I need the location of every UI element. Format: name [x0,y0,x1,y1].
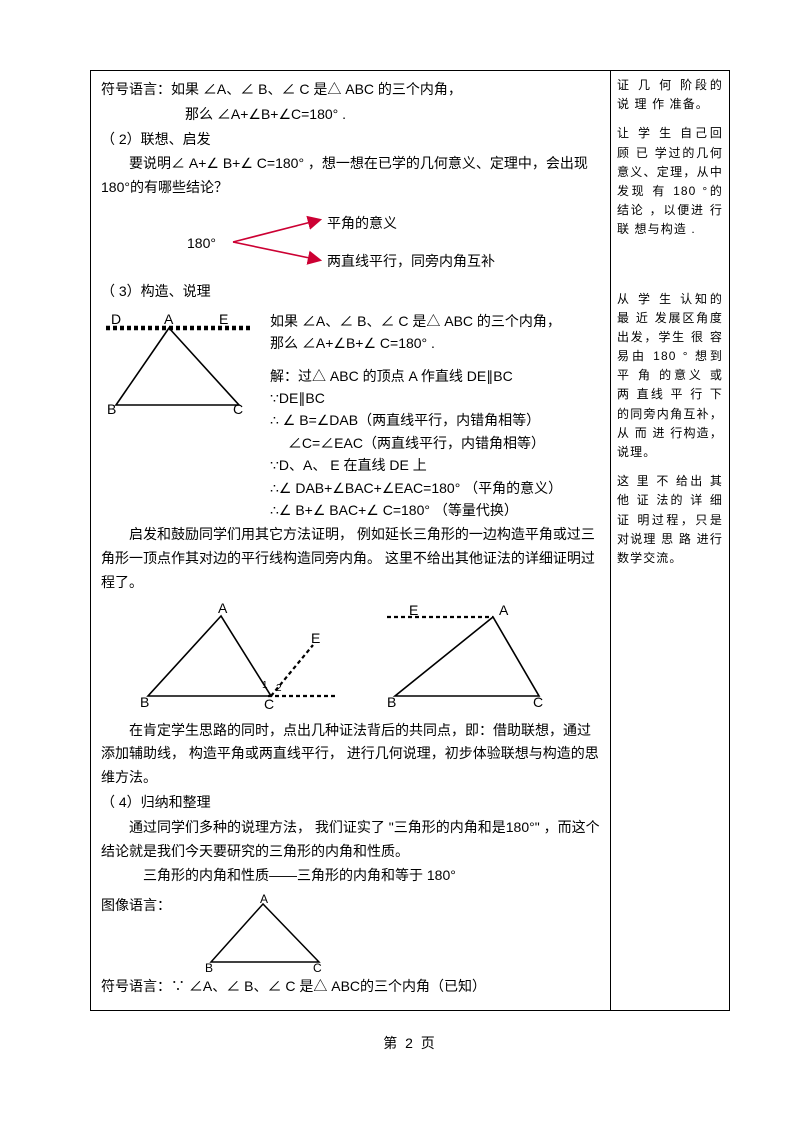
sol-6: ∴∠ B+∠ BAC+∠ C=180° （等量代换） [270,499,600,521]
side-p3: 从 学 生 认知的 最 近 发展区角度出发，学生 很 容 易由 180 ° 想到… [617,290,723,463]
line-symbol-lang-1: 符号语言：如果 ∠A、∠ B、∠ C 是△ ABC 的三个内角， [101,78,600,102]
label-180: 180° [187,232,216,256]
ts-B: B [205,961,213,974]
encourage-para: 启发和鼓励同学们用其它方法证明， 例如延长三角形的一边构造平角或过三角形一顶点作… [101,523,600,594]
symbol-lang-bottom: 符号语言：∵ ∠A、∠ B、∠ C 是△ ABC的三个内角（已知） [101,975,600,999]
label-C: C [233,401,243,415]
affirm-para: 在肯定学生思路的同时，点出几种证法背后的共同点，即：借助联想，通过添加辅助线， … [101,719,600,790]
tr-E: E [409,602,418,618]
page-footer: 第 2 页 [90,1033,730,1053]
side-p4: 这 里 不 给出 其 他 证 法的 详 细 证 明过程，只是对说理 思 路 进行… [617,472,723,568]
sol-head: 解：过△ ABC 的顶点 A 作直线 DE∥BC [270,365,600,387]
label-E: E [219,311,228,327]
tl-C: C [264,696,274,711]
sol-4: ∵D、A、 E 在直线 DE 上 [270,454,600,476]
tr-A: A [499,602,509,618]
tl-1: 1 [262,680,268,691]
triangle-small-svg: A B C [201,894,336,974]
tl-A: A [218,601,228,616]
label-D: D [111,311,121,327]
tl-E: E [311,630,320,646]
tr-B: B [387,694,396,710]
side-column: 证 几 何 阶段的 说 理 作 准备。 让 学 生 自己回 顾 已 学过的几何意… [611,71,729,1010]
sol-3: ∠C=∠EAC（两直线平行，内错角相等） [270,432,600,454]
section-2-para: 要说明∠ A+∠ B+∠ C=180° ，想一想在已学的几何意义、定理中，会出现… [101,152,600,200]
s3-given-b: 那么 ∠A+∠B+∠ C=180° . [270,332,600,354]
label-A: A [164,311,174,327]
ts-C: C [313,961,322,974]
page-wrapper: 符号语言：如果 ∠A、∠ B、∠ C 是△ ABC 的三个内角， 那么 ∠A+∠… [0,0,800,1053]
solution-text: 如果 ∠A、∠ B、∠ C 是△ ABC 的三个内角， 那么 ∠A+∠B+∠ C… [270,310,600,522]
image-lang-row: 图像语言： A B C [101,894,600,974]
tl-B: B [140,694,149,710]
sol-5: ∴∠ DAB+∠BAC+∠EAC=180° （平角的意义） [270,477,600,499]
triangle-right-svg: A E B C [373,601,563,711]
side-p2: 让 学 生 自己回 顾 已 学过的几何意义、定理，从中发现 有 180 °的结论… [617,124,723,239]
section-4-title: （ 4）归纳和整理 [101,791,600,815]
branch-text-2: 两直线平行，同旁内角互补 [327,250,495,274]
line-symbol-lang-2: 那么 ∠A+∠B+∠C=180° . [101,103,600,127]
tr-C: C [533,694,543,710]
ts-A: A [260,894,268,906]
s3-given-a: 如果 ∠A、∠ B、∠ C 是△ ABC 的三个内角， [270,310,600,332]
section-2-title: （ 2）联想、启发 [101,128,600,152]
branch-diagram: 180° 平角的意义 两直线平行，同旁内角互补 [131,208,600,276]
triangle-left-svg: A B C E 1 2 [138,601,343,711]
sol-2: ∴ ∠ B=∠DAB（两直线平行，内错角相等） [270,409,600,431]
triangle-DAE-row: D A E B C 如果 ∠A、∠ B、∠ C 是△ ABC 的三个内角， 那么… [101,310,600,522]
s4-p1: 通过同学们多种的说理方法， 我们证实了 "三角形的内角和是180°" ，而这个结… [101,816,600,864]
image-lang-label: 图像语言： [101,894,171,918]
side-p1: 证 几 何 阶段的 说 理 作 准备。 [617,76,723,114]
branch-text-1: 平角的意义 [327,212,397,236]
two-column-table: 符号语言：如果 ∠A、∠ B、∠ C 是△ ABC 的三个内角， 那么 ∠A+∠… [90,70,730,1011]
label-B: B [107,401,116,415]
main-column: 符号语言：如果 ∠A、∠ B、∠ C 是△ ABC 的三个内角， 那么 ∠A+∠… [91,71,611,1010]
section-3-title: （ 3）构造、说理 [101,280,600,304]
sol-1: ∵DE∥BC [270,387,600,409]
s4-p2: 三角形的内角和性质——三角形的内角和等于 180° [101,864,600,888]
tl-2: 2 [276,683,282,694]
two-triangles-row: A B C E 1 2 A E B C [101,601,600,711]
triangle-DAE-svg: D A E B C [101,310,256,415]
